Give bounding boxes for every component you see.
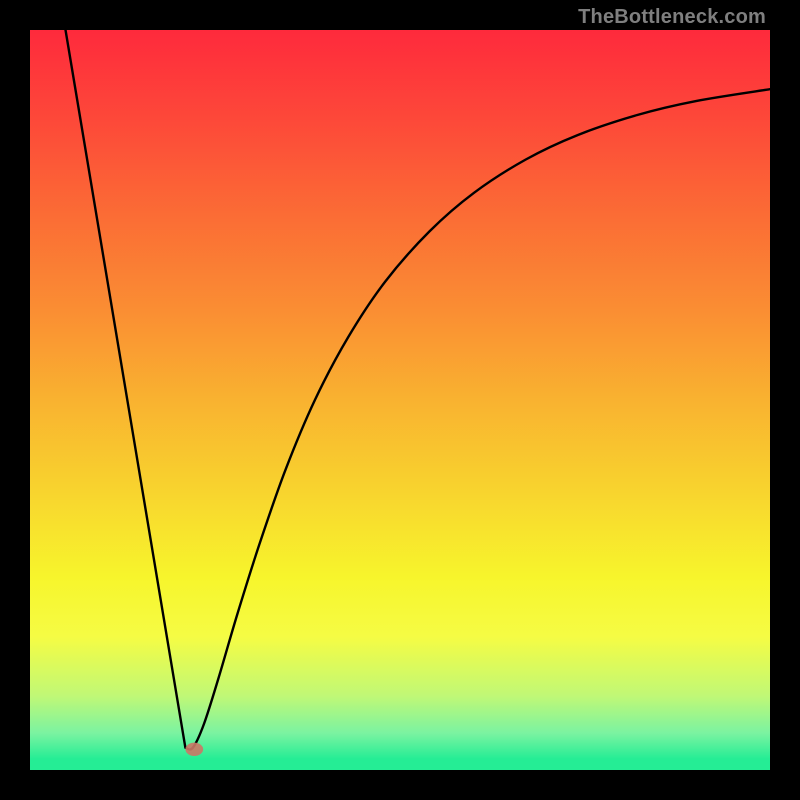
curve-layer <box>30 30 770 770</box>
bottleneck-curve <box>66 30 770 750</box>
minimum-marker <box>185 743 203 756</box>
watermark-text: TheBottleneck.com <box>578 6 766 29</box>
plot-area <box>30 30 770 770</box>
chart-frame: TheBottleneck.com <box>0 0 800 800</box>
